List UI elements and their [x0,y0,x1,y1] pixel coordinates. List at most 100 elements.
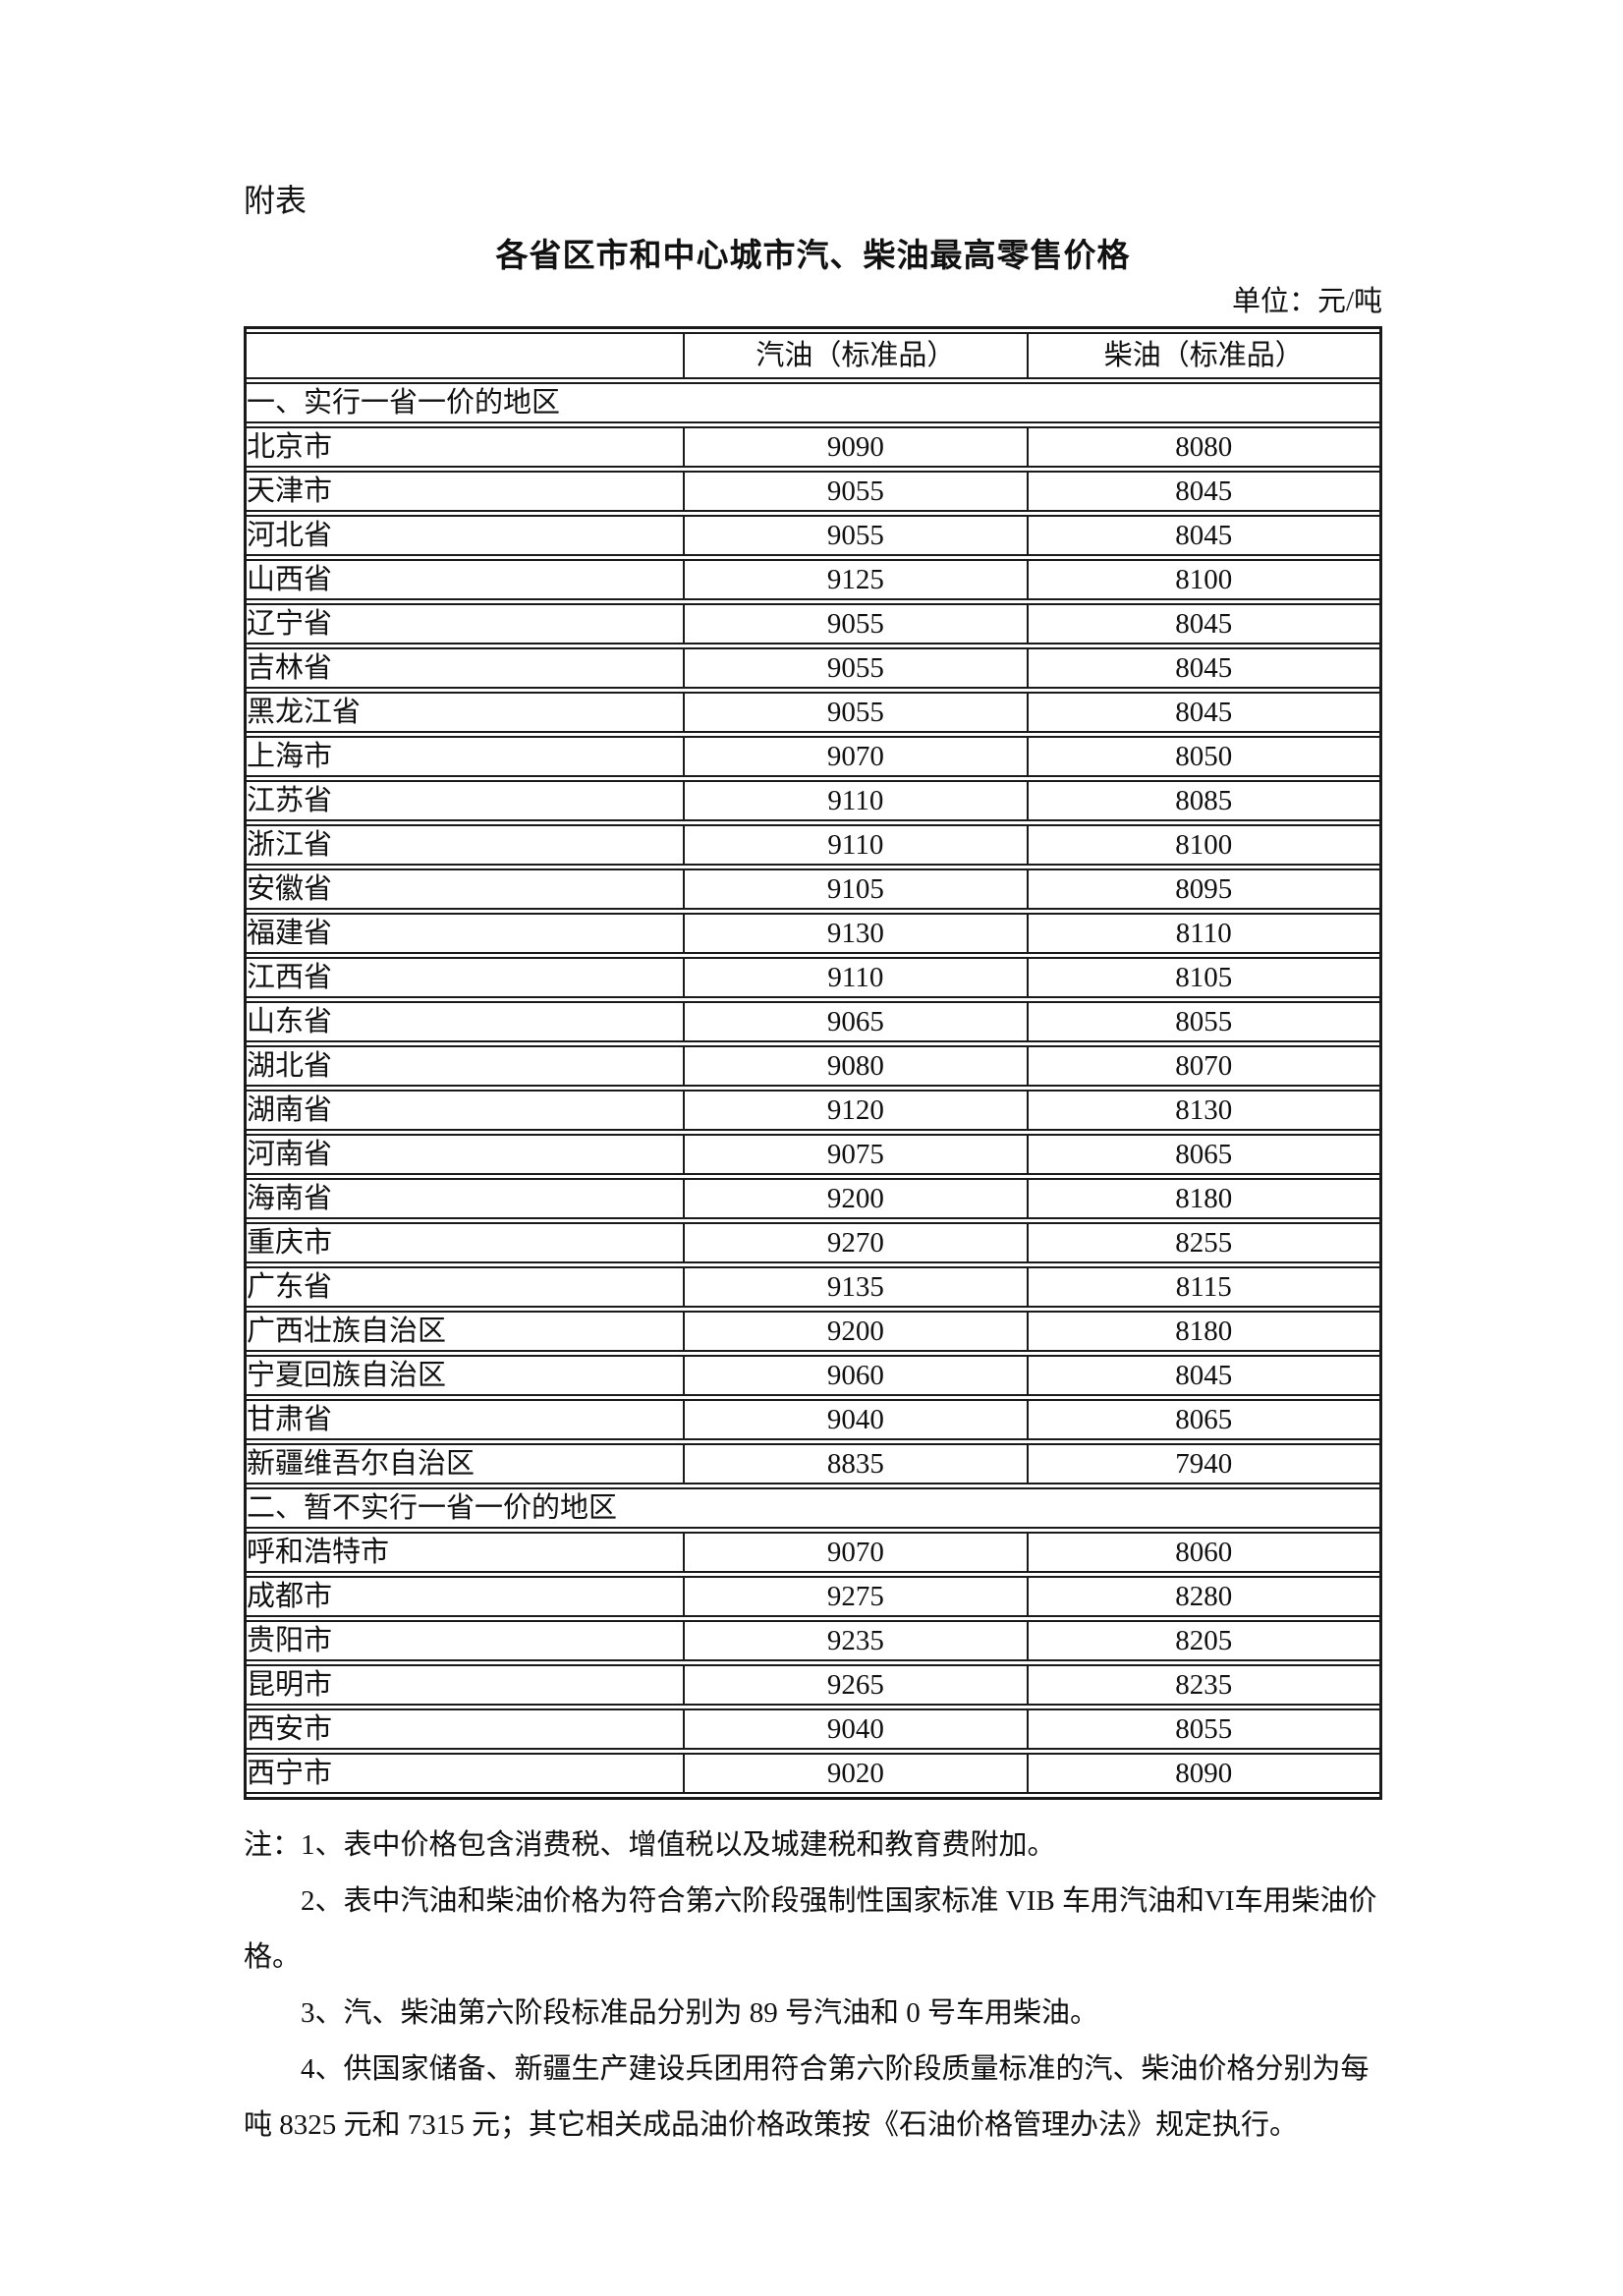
table-row: 上海市 9070 8050 [247,736,1379,777]
diesel-column-header: 柴油（标准品） [1028,332,1379,379]
table-row: 北京市 9090 8080 [247,426,1379,468]
gasoline-price-cell: 9270 [685,1222,1029,1263]
gasoline-price-cell: 9105 [685,868,1029,910]
table-row: 吉林省 9055 8045 [247,647,1379,689]
region-cell: 上海市 [247,736,686,777]
region-cell: 海南省 [247,1178,686,1219]
diesel-price-cell: 8045 [1028,1355,1379,1396]
table-row: 成都市 9275 8280 [247,1576,1379,1617]
region-cell: 河南省 [247,1134,686,1175]
diesel-price-cell: 8280 [1028,1576,1379,1617]
region-cell: 辽宁省 [247,603,686,644]
gasoline-price-cell: 9080 [685,1045,1029,1087]
table-row: 西安市 9040 8055 [247,1708,1379,1750]
region-cell: 江西省 [247,957,686,998]
gasoline-price-cell: 9110 [685,780,1029,821]
table-row: 海南省 9200 8180 [247,1178,1379,1219]
diesel-price-cell: 8050 [1028,736,1379,777]
table-row: 江西省 9110 8105 [247,957,1379,998]
diesel-price-cell: 8100 [1028,559,1379,600]
price-table: 汽油（标准品） 柴油（标准品） 一、实行一省一价的地区 北京市 9090 8080 天津… [244,326,1382,1800]
table-row: 山东省 9065 8055 [247,1001,1379,1042]
diesel-price-cell: 8070 [1028,1045,1379,1087]
section-header-row: 一、实行一省一价的地区 [247,382,1379,423]
region-cell: 西安市 [247,1708,686,1750]
region-cell: 甘肃省 [247,1399,686,1440]
gasoline-price-cell: 9065 [685,1001,1029,1042]
table-row: 新疆维吾尔自治区 8835 7940 [247,1443,1379,1484]
table-row: 山西省 9125 8100 [247,559,1379,600]
diesel-price-cell: 8045 [1028,692,1379,733]
gasoline-price-cell: 9275 [685,1576,1029,1617]
table-row: 湖北省 9080 8070 [247,1045,1379,1087]
region-cell: 重庆市 [247,1222,686,1263]
region-cell: 安徽省 [247,868,686,910]
diesel-price-cell: 8255 [1028,1222,1379,1263]
region-column-header [247,332,686,379]
table-row: 广西壮族自治区 9200 8180 [247,1311,1379,1352]
note-line-4: 4、供国家储备、新疆生产建设兵团用符合第六阶段质量标准的汽、柴油价格分别为每吨 … [244,2053,1370,2141]
diesel-price-cell: 7940 [1028,1443,1379,1484]
gasoline-price-cell: 9265 [685,1664,1029,1706]
diesel-price-cell: 8180 [1028,1178,1379,1219]
gasoline-price-cell: 9090 [685,426,1029,468]
diesel-price-cell: 8180 [1028,1311,1379,1352]
region-cell: 河北省 [247,515,686,556]
region-cell: 昆明市 [247,1664,686,1706]
attachment-label: 附表 [244,183,308,218]
diesel-price-cell: 8130 [1028,1090,1379,1131]
diesel-price-cell: 8205 [1028,1620,1379,1661]
diesel-price-cell: 8095 [1028,868,1379,910]
gasoline-price-cell: 9055 [685,471,1029,512]
region-cell: 天津市 [247,471,686,512]
gasoline-price-cell: 9200 [685,1311,1029,1352]
diesel-price-cell: 8045 [1028,603,1379,644]
section-header: 一、实行一省一价的地区 [247,382,1379,423]
diesel-price-cell: 8235 [1028,1664,1379,1706]
region-cell: 山西省 [247,559,686,600]
table-row: 河南省 9075 8065 [247,1134,1379,1175]
table-row: 黑龙江省 9055 8045 [247,692,1379,733]
table-row: 昆明市 9265 8235 [247,1664,1379,1706]
gasoline-price-cell: 9110 [685,957,1029,998]
region-cell: 山东省 [247,1001,686,1042]
gasoline-price-cell: 9055 [685,647,1029,689]
gasoline-price-cell: 9200 [685,1178,1029,1219]
gasoline-price-cell: 9130 [685,913,1029,954]
region-cell: 西宁市 [247,1753,686,1794]
note-line-3: 3、汽、柴油第六阶段标准品分别为 89 号汽油和 0 号车用柴油。 [301,1997,1099,2029]
table-row: 安徽省 9105 8095 [247,868,1379,910]
table-row: 甘肃省 9040 8065 [247,1399,1379,1440]
gasoline-price-cell: 9135 [685,1266,1029,1308]
gasoline-column-header: 汽油（标准品） [685,332,1029,379]
document-page: 附表 各省区市和中心城市汽、柴油最高零售价格 单位：元/吨 汽油（标准品） 柴油… [244,0,1382,2154]
gasoline-price-cell: 9040 [685,1399,1029,1440]
note-line-1: 注：1、表中价格包含消费税、增值税以及城建税和教育费附加。 [244,1829,1056,1861]
region-cell: 北京市 [247,426,686,468]
diesel-price-cell: 8055 [1028,1708,1379,1750]
gasoline-price-cell: 9070 [685,1532,1029,1573]
gasoline-price-cell: 8835 [685,1443,1029,1484]
diesel-price-cell: 8115 [1028,1266,1379,1308]
table-row: 天津市 9055 8045 [247,471,1379,512]
gasoline-price-cell: 9060 [685,1355,1029,1396]
price-table-body: 汽油（标准品） 柴油（标准品） 一、实行一省一价的地区 北京市 9090 8080 天津… [247,332,1379,1794]
notes-section: 注：1、表中价格包含消费税、增值税以及城建税和教育费附加。 2、表中汽油和柴油价… [244,1818,1382,2154]
diesel-price-cell: 8065 [1028,1134,1379,1175]
region-cell: 江苏省 [247,780,686,821]
diesel-price-cell: 8080 [1028,426,1379,468]
region-cell: 贵阳市 [247,1620,686,1661]
gasoline-price-cell: 9110 [685,824,1029,866]
diesel-price-cell: 8055 [1028,1001,1379,1042]
table-row: 重庆市 9270 8255 [247,1222,1379,1263]
gasoline-price-cell: 9075 [685,1134,1029,1175]
table-row: 呼和浩特市 9070 8060 [247,1532,1379,1573]
table-row: 贵阳市 9235 8205 [247,1620,1379,1661]
gasoline-price-cell: 9070 [685,736,1029,777]
region-cell: 吉林省 [247,647,686,689]
section-header: 二、暂不实行一省一价的地区 [247,1487,1379,1529]
diesel-price-cell: 8105 [1028,957,1379,998]
gasoline-price-cell: 9125 [685,559,1029,600]
note-line-2: 2、表中汽油和柴油价格为符合第六阶段强制性国家标准 VIB 车用汽油和VI车用柴… [244,1885,1377,1973]
gasoline-price-cell: 9055 [685,603,1029,644]
